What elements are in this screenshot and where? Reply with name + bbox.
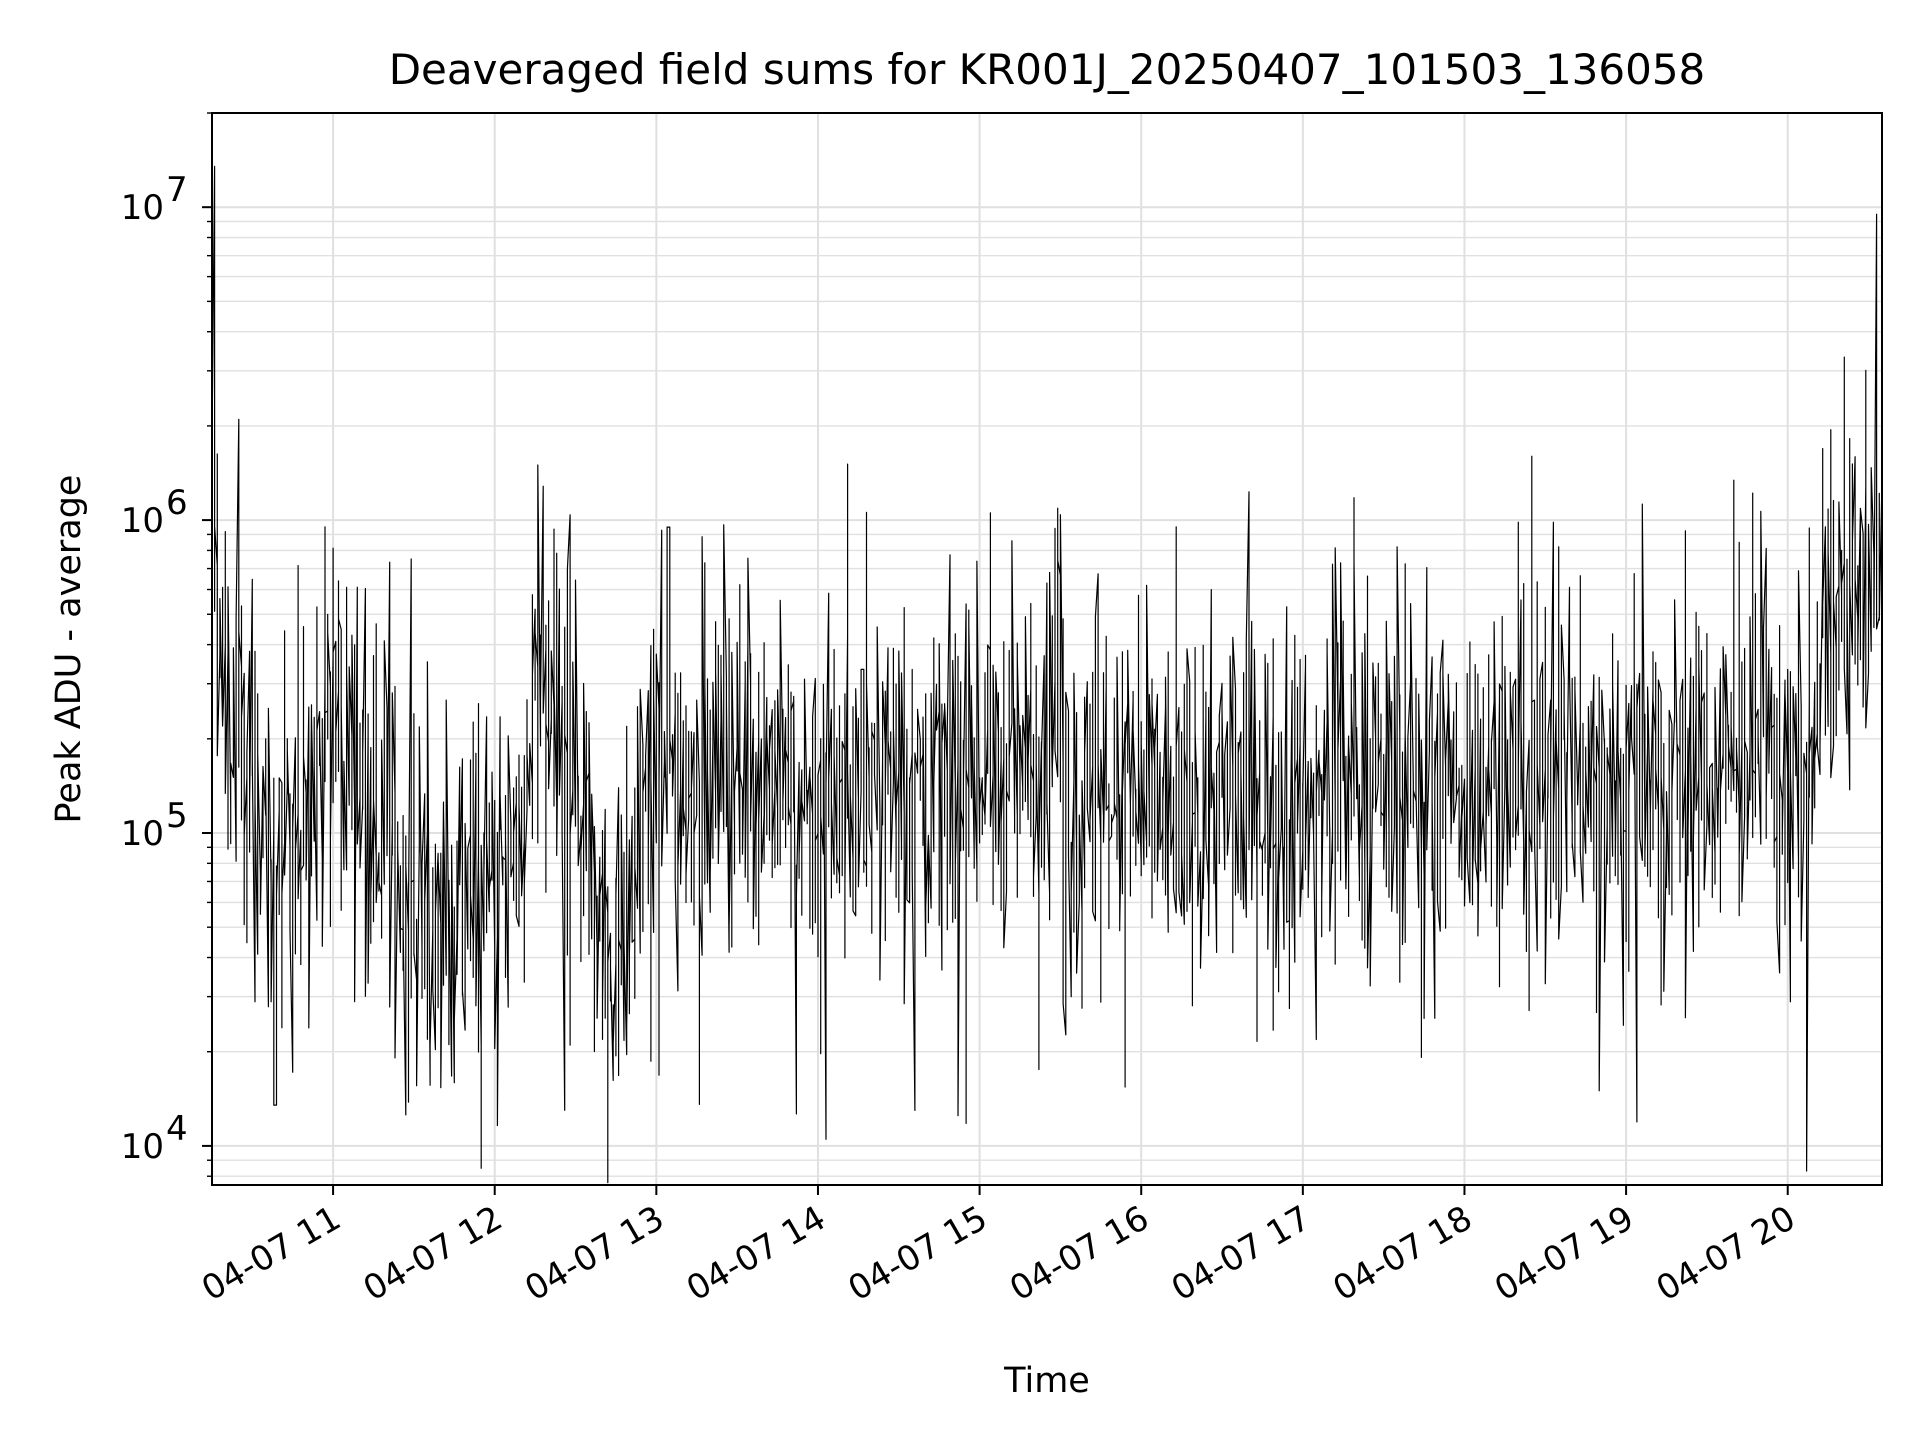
chart-title: Deaveraged field sums for KR001J_2025040… <box>389 45 1706 94</box>
y-tick-exponent: 7 <box>166 170 188 210</box>
y-axis-label: Peak ADU - average <box>49 475 89 824</box>
y-tick-label: 10 <box>121 188 164 228</box>
y-tick-label: 10 <box>121 814 164 854</box>
y-tick-label: 10 <box>121 501 164 541</box>
series-layer <box>211 165 1883 1184</box>
x-axis-label: Time <box>1003 1361 1090 1401</box>
plot-area-frame <box>211 112 1883 1186</box>
y-tick-exponent: 6 <box>166 483 188 523</box>
series-line <box>211 165 1883 1184</box>
y-tick-exponent: 5 <box>166 796 188 836</box>
y-tick-exponent: 4 <box>166 1109 188 1149</box>
y-tick-label: 10 <box>121 1127 164 1167</box>
